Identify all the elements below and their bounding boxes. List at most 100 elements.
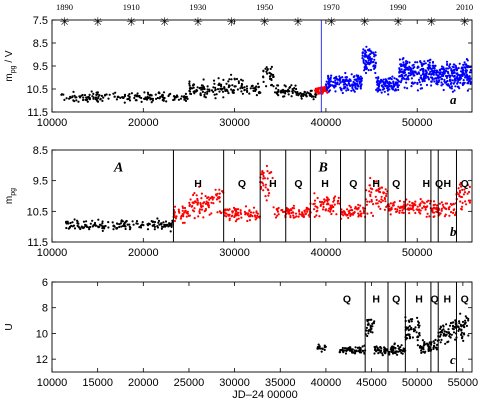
data-point <box>396 86 399 89</box>
phase-label: H <box>444 294 452 306</box>
data-point <box>227 92 230 95</box>
data-point <box>450 87 453 90</box>
data-point <box>257 85 260 88</box>
data-point <box>319 203 323 206</box>
data-point <box>71 95 74 98</box>
data-point <box>400 68 403 71</box>
data-point <box>330 207 333 210</box>
data-point <box>206 92 209 95</box>
data-point <box>335 213 338 216</box>
data-point <box>446 79 449 83</box>
data-point <box>352 75 355 79</box>
data-point <box>435 69 438 72</box>
data-point <box>442 88 445 92</box>
data-point <box>233 215 236 219</box>
data-point <box>431 60 435 64</box>
data-point <box>271 176 274 180</box>
data-point <box>115 98 118 101</box>
data-point <box>265 199 268 202</box>
data-point <box>82 220 86 223</box>
data-point <box>440 77 444 81</box>
data-point <box>292 211 295 214</box>
data-point <box>414 200 417 203</box>
data-point <box>174 217 177 220</box>
data-point <box>463 61 466 64</box>
x-tick-label: 40000 <box>311 247 342 259</box>
data-point <box>351 85 354 88</box>
data-point <box>235 77 239 81</box>
data-point <box>353 90 356 93</box>
data-point <box>419 60 422 64</box>
data-point <box>442 66 445 69</box>
data-point <box>291 88 294 91</box>
data-point <box>199 86 202 89</box>
data-point <box>136 92 139 95</box>
data-point <box>144 96 147 99</box>
data-point <box>354 207 357 210</box>
data-point <box>398 75 401 78</box>
data-point <box>346 348 349 351</box>
data-point <box>67 222 70 225</box>
data-point <box>123 93 127 96</box>
data-point <box>256 82 260 85</box>
data-point <box>397 80 401 83</box>
data-point <box>412 74 415 77</box>
data-point <box>100 94 103 97</box>
data-point <box>244 205 248 208</box>
data-point <box>196 199 199 202</box>
data-point <box>286 209 289 212</box>
data-point <box>343 347 347 350</box>
data-point <box>157 91 160 95</box>
data-point <box>417 71 420 74</box>
data-point <box>462 63 465 66</box>
phase-label: H <box>372 178 380 190</box>
data-point <box>455 72 458 75</box>
data-point <box>362 209 365 213</box>
data-point <box>207 201 210 204</box>
data-point <box>402 205 405 208</box>
data-point <box>277 94 280 97</box>
data-point <box>452 211 455 214</box>
data-point <box>143 91 146 94</box>
data-point <box>370 191 373 194</box>
data-point <box>388 85 391 88</box>
data-point <box>439 333 442 336</box>
data-point <box>170 225 173 228</box>
data-point <box>413 81 416 84</box>
data-point <box>428 215 431 218</box>
data-point <box>153 220 157 224</box>
data-point <box>358 82 361 85</box>
x-tick-label: 50000 <box>402 377 433 389</box>
data-point <box>153 228 156 231</box>
data-point <box>451 65 454 68</box>
data-point <box>451 69 454 73</box>
data-point <box>409 67 412 70</box>
data-point <box>296 91 299 94</box>
data-point <box>416 82 419 85</box>
data-point <box>424 208 427 211</box>
data-point <box>212 86 215 89</box>
data-point <box>377 190 380 193</box>
x-tick-label: 30000 <box>219 117 250 129</box>
data-point <box>463 326 466 329</box>
data-point <box>284 92 287 95</box>
data-point <box>290 95 293 98</box>
data-point <box>352 351 355 354</box>
data-point <box>409 318 412 321</box>
data-point <box>366 212 369 215</box>
data-point <box>423 75 426 78</box>
data-point <box>452 68 456 72</box>
year-star-marker: ✳ <box>193 15 203 29</box>
data-point <box>401 352 404 355</box>
data-point <box>461 188 464 191</box>
data-point <box>439 335 442 338</box>
y-tick-label: 8 <box>42 303 48 315</box>
data-point <box>437 80 440 83</box>
data-point <box>424 69 427 72</box>
data-point <box>462 332 466 335</box>
data-point <box>169 230 172 233</box>
phase-label: Q <box>435 178 443 190</box>
data-point <box>262 189 265 192</box>
data-point <box>266 170 269 173</box>
data-point <box>244 213 247 216</box>
